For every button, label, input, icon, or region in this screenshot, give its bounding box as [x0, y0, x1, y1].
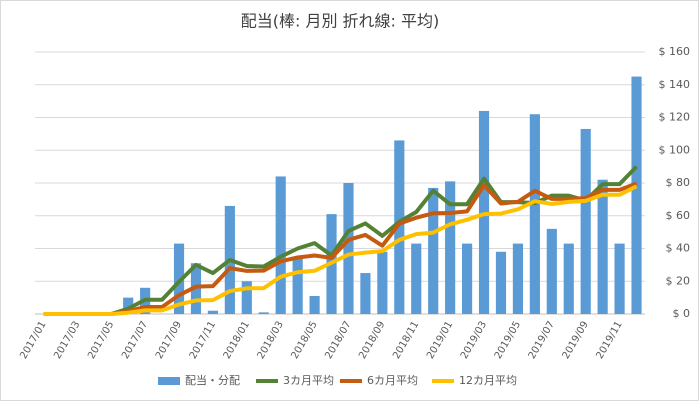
bar	[580, 128, 591, 314]
chart-title: 配当(棒: 月別 折れ線: 平均)	[241, 12, 440, 31]
line	[43, 181, 638, 316]
y-tick-label: $ 140	[659, 78, 691, 91]
y-tick-label: $ 160	[659, 45, 691, 58]
bar	[123, 297, 134, 314]
bar	[292, 256, 303, 314]
bar	[445, 181, 456, 314]
y-tick-label: $ 100	[659, 143, 691, 156]
bar	[495, 251, 507, 314]
legend-label: 3カ月平均	[283, 374, 334, 387]
bar	[258, 312, 269, 314]
bar	[173, 243, 185, 314]
bar	[360, 273, 371, 314]
line	[43, 184, 638, 316]
y-tick-label: $ 0	[673, 307, 691, 320]
y-tick-label: $ 20	[666, 274, 691, 287]
legend-label: 6カ月平均	[367, 374, 418, 387]
bar	[563, 243, 574, 314]
bar	[428, 187, 439, 314]
bar	[394, 140, 405, 314]
bar	[614, 243, 625, 314]
y-tick-label: $ 60	[666, 209, 691, 222]
legend-label: 12カ月平均	[459, 374, 517, 387]
bar	[275, 176, 286, 314]
y-tick-label: $ 120	[659, 111, 691, 124]
bar	[207, 310, 218, 314]
bar	[546, 228, 557, 314]
y-tick-label: $ 80	[666, 176, 691, 189]
bar	[631, 76, 642, 314]
bar	[462, 243, 473, 314]
bar	[529, 114, 540, 314]
bar	[309, 295, 320, 314]
bar	[411, 243, 422, 314]
bar	[512, 243, 523, 314]
bar	[343, 183, 354, 314]
bar	[241, 281, 252, 314]
legend-label: 配当・分配	[185, 373, 240, 387]
bar	[597, 179, 608, 314]
bar	[377, 251, 388, 314]
legend-swatch	[158, 377, 180, 385]
y-tick-label: $ 40	[666, 242, 691, 255]
